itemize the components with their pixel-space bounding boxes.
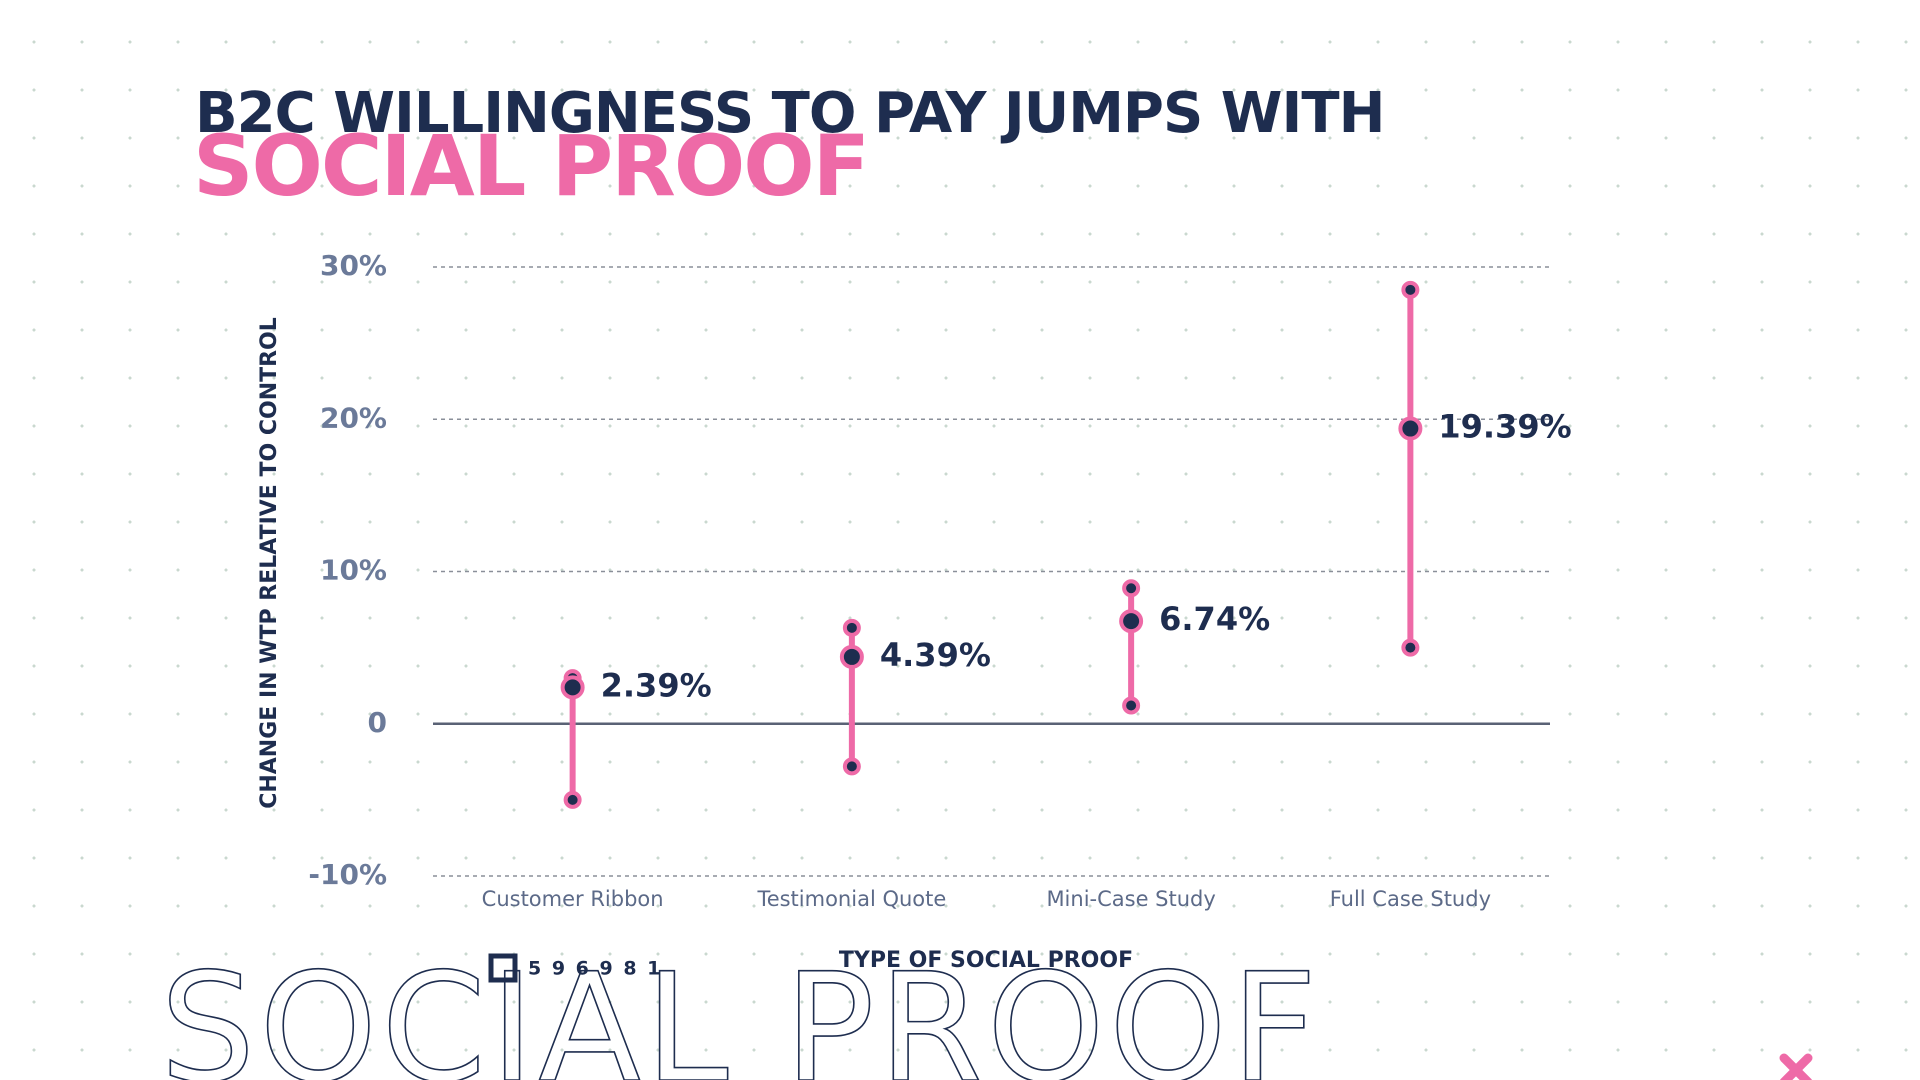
x-tick-label: Customer Ribbon bbox=[482, 887, 664, 911]
badge: 5 9 6 9 8 1 bbox=[528, 958, 662, 980]
range-end bbox=[563, 790, 582, 809]
y-tick-label: 0 bbox=[368, 706, 387, 739]
y-tick-label: 30% bbox=[320, 249, 387, 282]
value-label: 19.39% bbox=[1438, 408, 1571, 446]
point bbox=[1119, 609, 1144, 634]
x-tick-label: Mini-Case Study bbox=[1046, 887, 1215, 911]
chart-title: B2C WILLINGNESS TO PAY JUMPS WITH bbox=[195, 81, 1384, 146]
value-label: 6.74% bbox=[1159, 600, 1270, 638]
watermark: SOCIAL PROOF bbox=[160, 942, 1321, 1080]
range-end bbox=[842, 618, 861, 637]
value-label: 4.39% bbox=[880, 636, 991, 674]
point bbox=[839, 644, 864, 669]
range-end bbox=[842, 757, 861, 776]
point bbox=[1398, 416, 1423, 441]
range-end bbox=[1401, 280, 1420, 299]
close-icon bbox=[1779, 1053, 1813, 1080]
y-axis-label: CHANGE IN WTP RELATIVE TO CONTROL bbox=[257, 317, 282, 809]
x-tick-label: Full Case Study bbox=[1330, 887, 1491, 911]
value-label: 2.39% bbox=[601, 666, 712, 704]
x-tick-label: Testimonial Quote bbox=[756, 887, 946, 911]
range-end bbox=[1401, 638, 1420, 657]
badge-icon bbox=[488, 953, 518, 983]
y-tick-label: 10% bbox=[320, 554, 387, 587]
range-end bbox=[1122, 696, 1141, 715]
range-end bbox=[1122, 579, 1141, 598]
point bbox=[560, 675, 585, 700]
chart-subtitle: SOCIAL PROOF bbox=[193, 117, 868, 215]
y-tick-label: -10% bbox=[308, 858, 387, 891]
x-axis-label: TYPE OF SOCIAL PROOF bbox=[839, 948, 1133, 973]
y-tick-label: 20% bbox=[320, 401, 387, 434]
